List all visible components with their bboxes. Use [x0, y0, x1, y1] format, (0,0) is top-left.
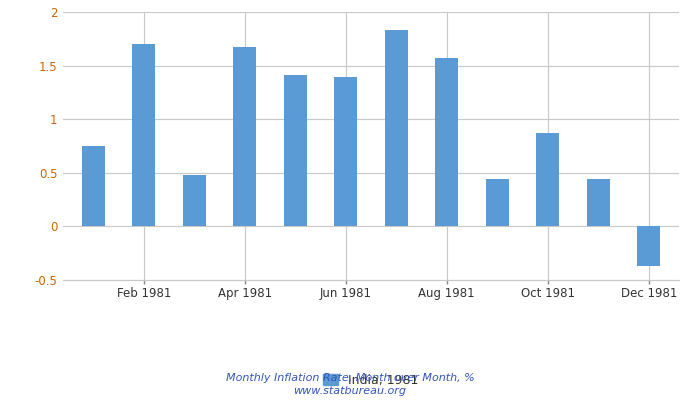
Bar — [335, 77, 357, 226]
Text: www.statbureau.org: www.statbureau.org — [293, 386, 407, 396]
Legend: India, 1981: India, 1981 — [318, 369, 424, 392]
Bar — [486, 179, 509, 226]
Bar — [132, 44, 155, 226]
Bar — [587, 179, 610, 226]
Bar — [284, 75, 307, 226]
Bar — [233, 47, 256, 226]
Bar — [385, 30, 407, 226]
Bar — [183, 175, 206, 226]
Bar — [435, 58, 458, 226]
Text: Monthly Inflation Rate, Month over Month, %: Monthly Inflation Rate, Month over Month… — [225, 373, 475, 383]
Bar — [536, 133, 559, 226]
Bar — [637, 226, 660, 266]
Bar — [82, 146, 105, 226]
